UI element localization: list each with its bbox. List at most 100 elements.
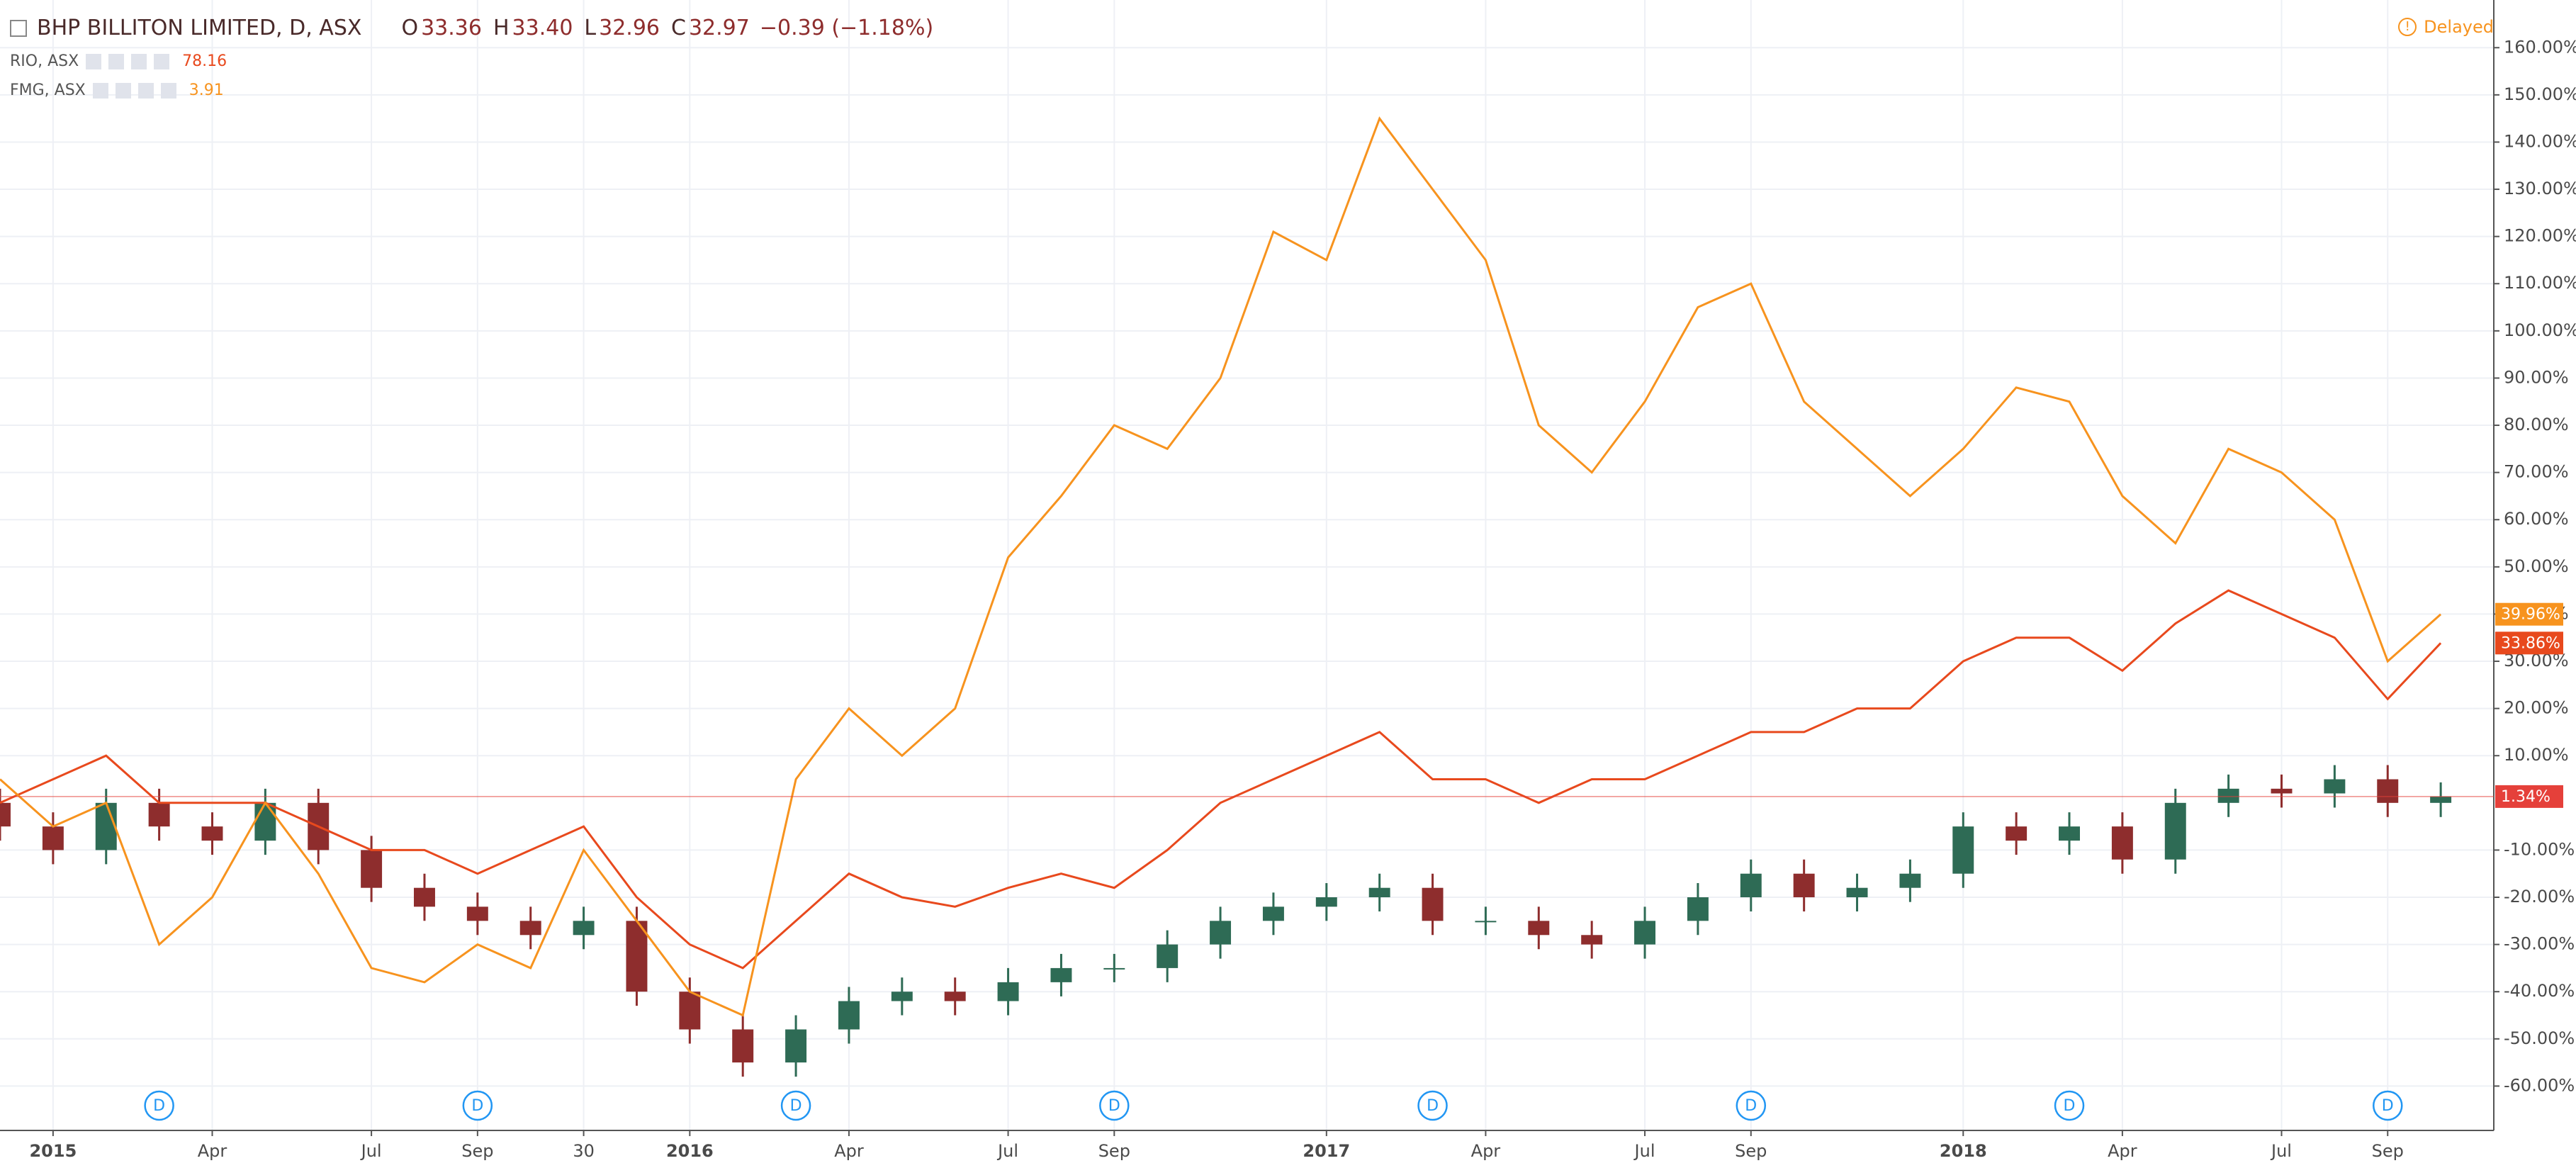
legend-button[interactable]: [131, 53, 147, 69]
candle: [1634, 906, 1656, 959]
candle-body: [1581, 935, 1603, 945]
y-tick-label: -30.00%: [2504, 934, 2575, 954]
candle-body: [1740, 873, 1762, 898]
y-tick-label: 100.00%: [2504, 320, 2576, 340]
change: −0.39 (−1.18%): [759, 16, 934, 40]
ohlc-value: 32.97: [688, 16, 750, 40]
candle-body: [891, 992, 913, 1001]
candle: [1210, 906, 1232, 959]
x-tick-label: 2016: [666, 1141, 714, 1161]
price-tag-label: 39.96%: [2501, 606, 2560, 624]
x-tick-label: Apr: [834, 1141, 864, 1161]
x-tick-label: Sep: [2372, 1141, 2404, 1161]
candle-body: [466, 906, 488, 921]
candle: [626, 906, 648, 1006]
candle: [2164, 788, 2186, 874]
candle: [2377, 765, 2399, 817]
candle-body: [361, 850, 383, 888]
candle: [254, 788, 276, 855]
candle: [0, 788, 11, 841]
y-tick-label: 140.00%: [2504, 131, 2576, 151]
legend-button[interactable]: [137, 82, 154, 99]
y-tick-label: 120.00%: [2504, 226, 2576, 246]
x-tick-label: 2017: [1303, 1141, 1350, 1161]
candle: [679, 977, 701, 1044]
y-tick-label: -60.00%: [2504, 1075, 2575, 1095]
x-tick-label: Apr: [198, 1141, 227, 1161]
candle: [785, 1015, 807, 1077]
candle-body: [2164, 802, 2186, 860]
event-label: D: [471, 1097, 483, 1115]
legend-button[interactable]: [160, 82, 176, 99]
candle: [2271, 774, 2293, 808]
y-tick-label: -10.00%: [2504, 839, 2575, 859]
x-tick-label: Apr: [1471, 1141, 1501, 1161]
legend-button[interactable]: [154, 53, 170, 69]
candle: [42, 812, 64, 865]
legend-button[interactable]: [108, 53, 125, 69]
candle: [1846, 873, 1868, 911]
candle: [1103, 953, 1125, 982]
series-line: [0, 589, 2442, 970]
x-tick-label: 30: [573, 1141, 595, 1161]
candle: [1952, 812, 1974, 888]
legend-button[interactable]: [92, 82, 108, 99]
delayed-badge[interactable]: ! Delayed: [2398, 17, 2494, 37]
candle-body: [1475, 921, 1497, 923]
candle-body: [1103, 967, 1125, 970]
legend-row: RIO, ASX 78.16: [10, 52, 227, 70]
legend-button[interactable]: [115, 82, 131, 99]
ohlc-letter: O: [401, 16, 419, 40]
legend-name: FMG, ASX: [10, 82, 86, 99]
candle-body: [1793, 873, 1815, 898]
candle-body: [679, 992, 701, 1030]
price-tag-label: 1.34%: [2501, 788, 2550, 806]
candle-body: [2271, 788, 2293, 794]
candle-body: [42, 826, 64, 850]
candle: [573, 906, 595, 950]
candle: [148, 788, 170, 841]
candle: [95, 788, 117, 865]
candle-body: [1315, 897, 1337, 907]
legend-button[interactable]: [86, 53, 102, 69]
candle-body: [732, 1029, 754, 1063]
legend-value: 78.16: [182, 52, 227, 70]
delayed-text: Delayed: [2424, 17, 2494, 37]
y-tick-label: -50.00%: [2504, 1028, 2575, 1048]
event-label: D: [1108, 1097, 1120, 1115]
candle-body: [2217, 788, 2239, 803]
candle-body: [2377, 779, 2399, 803]
candle: [1475, 906, 1497, 936]
ohlc-value: 32.96: [599, 16, 660, 40]
y-tick-label: -40.00%: [2504, 981, 2575, 1001]
header: BHP BILLITON LIMITED, D, ASX O 33.36 H 33.4…: [10, 16, 933, 40]
candle-body: [944, 992, 966, 1001]
candle: [1157, 930, 1179, 982]
ohlc-value: 33.40: [512, 16, 573, 40]
x-tick-label: Jul: [2270, 1141, 2292, 1161]
candle: [414, 873, 435, 921]
candle-body: [2006, 826, 2027, 841]
candle: [891, 977, 913, 1016]
y-tick-label: 70.00%: [2504, 462, 2569, 482]
event-marker: [1736, 1090, 1767, 1121]
y-tick-label: 110.00%: [2504, 273, 2576, 293]
candle-body: [414, 887, 435, 907]
candle-body: [1846, 887, 1868, 898]
candle-body: [626, 921, 648, 992]
ohlc-value: 33.36: [421, 16, 482, 40]
candle: [1581, 921, 1603, 959]
candle: [1528, 906, 1550, 950]
candle: [997, 967, 1019, 1016]
collapse-icon[interactable]: [10, 19, 27, 37]
event-label: D: [2064, 1097, 2076, 1115]
candle-body: [2059, 826, 2080, 841]
candle-body: [2111, 826, 2133, 860]
y-tick-label: 80.00%: [2504, 415, 2569, 434]
y-tick-label: 10.00%: [2504, 745, 2569, 765]
event-label: D: [1745, 1097, 1757, 1115]
candle-body: [1634, 921, 1656, 945]
candle: [1315, 883, 1337, 921]
candle-body: [254, 802, 276, 841]
candle: [838, 987, 860, 1044]
